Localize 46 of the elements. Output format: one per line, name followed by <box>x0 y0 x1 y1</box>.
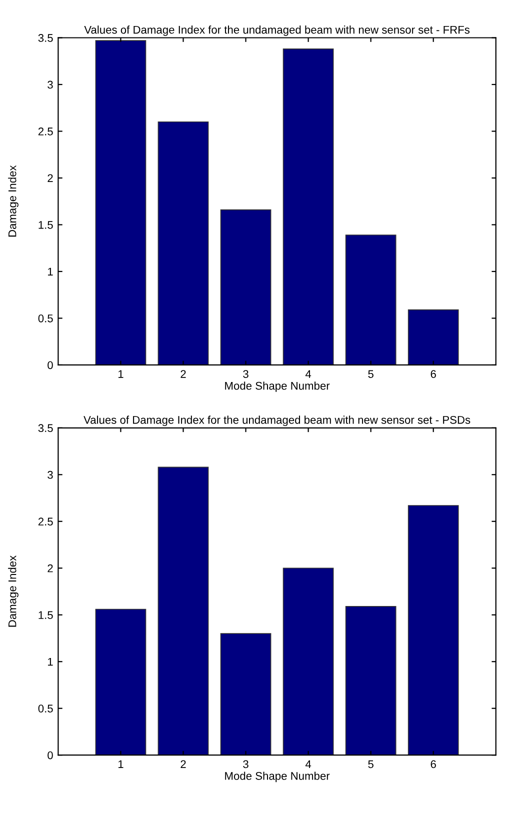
y-axis-title: Damage Index <box>8 555 18 627</box>
bar <box>95 608 146 756</box>
x-tick-label: 6 <box>430 370 436 378</box>
x-tick-label: 2 <box>180 370 186 378</box>
bar <box>158 466 209 756</box>
chart-title: Values of Damage Index for the undamaged beam with new sensor set - FRFs <box>84 26 470 36</box>
y-tick-label: 1.5 <box>38 611 53 620</box>
y-tick-label: 3.5 <box>38 424 53 432</box>
chart-title: Values of Damage Index for the undamaged beam with new sensor set - PSDs <box>84 416 470 426</box>
y-tick-label: 3 <box>48 80 53 89</box>
bar <box>345 606 396 756</box>
x-tick-label: 4 <box>305 760 312 768</box>
y-tick-label: 2.5 <box>38 128 53 136</box>
y-tick-label: 3.5 <box>38 34 53 42</box>
bar <box>158 121 209 365</box>
x-tick-label: 6 <box>430 760 436 768</box>
y-tick-label: 0 <box>48 751 53 760</box>
bar <box>95 40 146 365</box>
y-tick-label: 1 <box>48 268 53 276</box>
y-tick-label: 1.5 <box>38 221 53 229</box>
y-tick-label: 0.5 <box>38 704 53 712</box>
y-tick-label: 3 <box>48 470 53 479</box>
y-tick-label: 0 <box>48 361 53 370</box>
x-axis-title: Mode Shape Number <box>225 772 330 782</box>
x-tick-label: 3 <box>243 760 248 768</box>
y-tick-label: 1 <box>48 658 53 666</box>
bar <box>408 309 459 365</box>
bar <box>220 209 272 365</box>
x-tick-label: 5 <box>368 370 374 378</box>
y-axis-title: Damage Index <box>8 165 18 237</box>
bar <box>345 234 396 365</box>
bar <box>408 505 459 756</box>
x-tick-label: 3 <box>243 370 248 378</box>
bar <box>282 568 334 756</box>
y-tick-label: 2.5 <box>38 518 53 526</box>
x-tick-label: 1 <box>118 760 124 768</box>
x-tick-label: 2 <box>180 760 186 768</box>
y-tick-label: 2 <box>48 564 53 572</box>
x-tick-label: 5 <box>368 760 374 768</box>
x-tick-label: 4 <box>305 370 312 378</box>
y-tick-label: 0.5 <box>38 314 53 322</box>
x-axis-title: Mode Shape Number <box>225 382 330 392</box>
y-tick-label: 2 <box>48 174 53 182</box>
bar <box>220 633 272 756</box>
bar <box>282 48 334 365</box>
x-tick-label: 1 <box>118 370 124 378</box>
